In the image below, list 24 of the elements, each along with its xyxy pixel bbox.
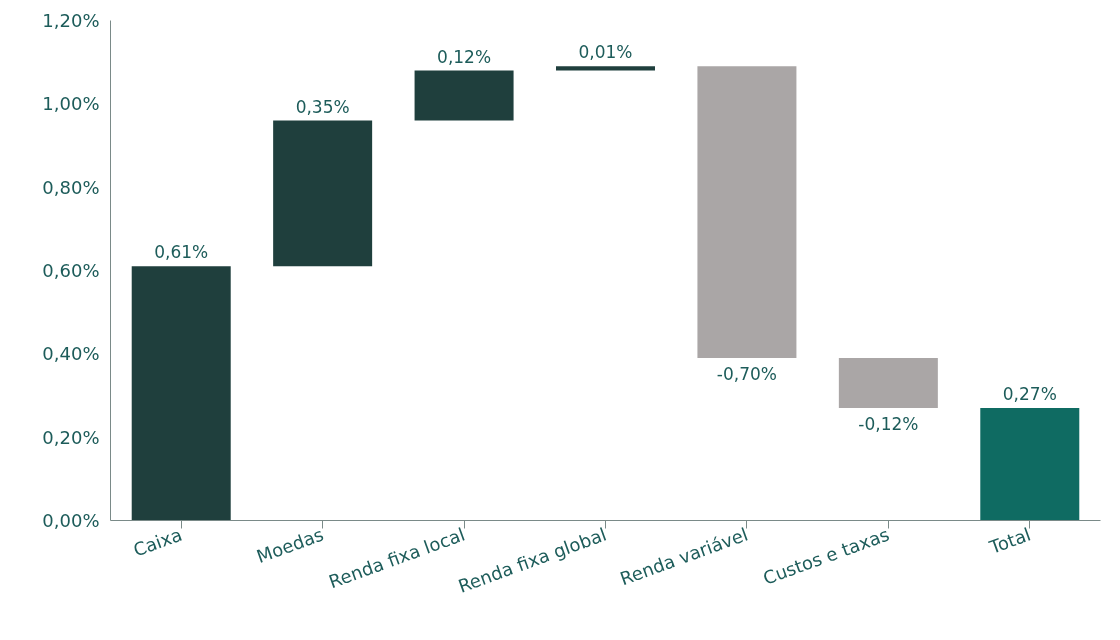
bar: [414, 70, 514, 121]
y-tick-label: 1,00%: [42, 93, 100, 115]
x-tick-label: Custos e taxas: [760, 523, 892, 589]
data-label: 0,27%: [1002, 384, 1057, 404]
data-label: 0,61%: [154, 242, 209, 263]
bar: [980, 408, 1080, 521]
y-tick-label: 1,20%: [42, 10, 100, 31]
y-tick-label: 0,60%: [42, 260, 100, 281]
data-label: 0,35%: [295, 96, 350, 117]
y-tick-label: 0,20%: [42, 426, 100, 448]
data-label: 0,01%: [578, 42, 633, 63]
y-tick-label: 0,00%: [42, 510, 100, 531]
bar: [556, 66, 655, 71]
x-tick-label: Total: [985, 523, 1034, 559]
bar: [838, 358, 938, 408]
bar: [273, 120, 373, 267]
bar: [131, 266, 231, 521]
data-label: -0,70%: [716, 364, 777, 384]
x-tick-label: Caixa: [130, 523, 185, 561]
bar: [697, 66, 797, 358]
y-tick-label: 0,80%: [42, 176, 100, 198]
data-label: 0,12%: [437, 46, 492, 67]
y-tick-label: 0,40%: [42, 343, 100, 365]
data-label: -0,12%: [858, 414, 919, 434]
